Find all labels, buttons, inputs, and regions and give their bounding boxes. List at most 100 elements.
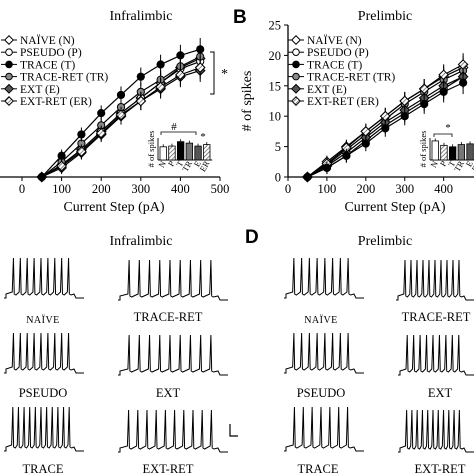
data-point: [97, 109, 106, 118]
data-point: [95, 127, 107, 139]
data-point: [439, 87, 448, 96]
inset-bar: [194, 145, 202, 161]
legend-marker: [4, 35, 14, 45]
x-tick-label: 500: [211, 182, 230, 196]
infralimbic-title: Infralimbic: [110, 9, 173, 24]
legend-label: EXT-RET (ER): [20, 96, 92, 108]
data-point: [303, 172, 312, 182]
legend-label: EXT-RET (ER): [307, 96, 379, 108]
data-point: [155, 81, 166, 93]
x-tick-label: 400: [434, 182, 453, 196]
infralimbic-legend: NAÏVE (N)PSEUDO (P)TRACE (T)TRACE-RET (T…: [1, 33, 108, 108]
legend-label: TRACE (T): [20, 59, 75, 71]
data-point: [459, 78, 468, 87]
inset-sig-star: *: [445, 122, 451, 134]
infralimbic-sig-bracket: [210, 51, 215, 95]
data-point: [381, 124, 390, 133]
prelimbic-x-ticks: 0 100 200 300 400: [285, 177, 453, 196]
inset-sig-bracket: [433, 133, 453, 137]
inset-category-label: P: [438, 159, 449, 168]
data-point: [400, 112, 409, 121]
legend-label: EXT (E): [307, 84, 347, 96]
data-point: [418, 83, 430, 95]
label-pseudo-left: PSEUDO: [19, 386, 68, 400]
trace-ext-ret-infralimbic: [118, 409, 228, 453]
label-ext-left: EXT: [156, 386, 181, 400]
label-ext-ret-left: EXT-RET: [143, 462, 194, 474]
prelimbic-y-ticks: 0 5 10 15 20 25: [269, 19, 288, 185]
label-trace-right: TRACE: [298, 462, 339, 474]
x-tick-label: 200: [92, 182, 111, 196]
data-point: [457, 59, 469, 70]
legend-marker: [4, 96, 14, 106]
panel-letter-d: D: [245, 227, 259, 248]
label-trace-ret-right: TRACE-RET: [402, 310, 471, 324]
inset-ylabel: # of spikes: [146, 131, 156, 168]
infralimbic-xlabel: Current Step (pA): [63, 200, 164, 215]
legend-marker: [5, 48, 13, 57]
legend-marker: [292, 48, 300, 57]
spike-traces: [4, 257, 474, 453]
inset-category-label: TR: [452, 159, 466, 174]
inset-sig-bracket: [160, 131, 197, 135]
inset-category-label: P: [166, 159, 177, 168]
inset-bar: [466, 143, 474, 161]
y-tick-label: 20: [269, 49, 282, 63]
data-point: [136, 72, 145, 81]
infralimbic-chart: Infralimbic 0 100 200 300 400 500 Current Ste…: [0, 9, 229, 215]
data-point: [116, 90, 126, 100]
inset-category-label: T: [174, 158, 186, 168]
inset-category-label: E: [192, 159, 203, 169]
x-tick-label: 400: [171, 182, 190, 196]
infralimbic-sig-star: *: [221, 67, 228, 82]
prelimbic-legend: NAÏVE (N)PSEUDO (P)TRACE (T)TRACE-RET (T…: [288, 33, 395, 108]
trace-ext-ret-prelimbic: [398, 409, 474, 453]
x-tick-label: 0: [19, 182, 25, 196]
legend-label: PSEUDO (P): [307, 47, 369, 59]
traces-prelimbic-title: Prelimbic: [358, 234, 412, 249]
inset-bar: [457, 144, 466, 161]
data-point: [342, 151, 351, 160]
data-point: [56, 160, 67, 172]
inset-category-label: N: [156, 159, 168, 169]
inset-category-label: TR: [180, 159, 194, 174]
inset-sig-star: *: [200, 131, 206, 143]
inset-category-label: ER: [469, 159, 474, 174]
data-point: [76, 146, 87, 157]
trace-pseudo-prelimbic: [284, 332, 364, 374]
data-point: [176, 51, 185, 60]
data-point: [438, 69, 450, 81]
label-ext-right: EXT: [428, 386, 453, 400]
legend-label: NAÏVE (N): [20, 33, 75, 47]
legend-marker: [292, 72, 300, 81]
prelimbic-series: [302, 53, 469, 183]
label-trace-ret-left: TRACE-RET: [134, 310, 203, 324]
inset-ylabel: # of spikes: [418, 131, 428, 168]
data-point: [175, 69, 186, 81]
y-tick-label: 15: [269, 79, 282, 93]
label-naive-left: NAÏVE: [26, 314, 60, 326]
data-point: [135, 95, 147, 107]
x-tick-label: 300: [131, 182, 150, 196]
y-tick-label: 25: [269, 19, 282, 33]
label-pseudo-right: PSEUDO: [297, 386, 346, 400]
panel-letter-b: B: [233, 7, 247, 28]
legend-label: NAÏVE (N): [307, 33, 362, 47]
legend-label: TRACE-RET (TR): [20, 72, 108, 84]
data-point: [37, 172, 46, 182]
trace-pseudo-infralimbic: [4, 332, 84, 374]
inset-bar: [203, 144, 211, 161]
data-point: [77, 130, 86, 139]
inset-category-label: T: [446, 158, 458, 168]
series-circle-filled: [37, 38, 205, 182]
data-point: [194, 62, 206, 73]
legend-label: PSEUDO (P): [20, 47, 82, 59]
inset-bar: [168, 145, 176, 161]
legend-marker: [291, 83, 301, 94]
x-tick-label: 100: [318, 182, 337, 196]
x-tick-label: 300: [395, 182, 414, 196]
inset-bar: [159, 146, 167, 161]
prelimbic-title: Prelimbic: [358, 9, 412, 24]
